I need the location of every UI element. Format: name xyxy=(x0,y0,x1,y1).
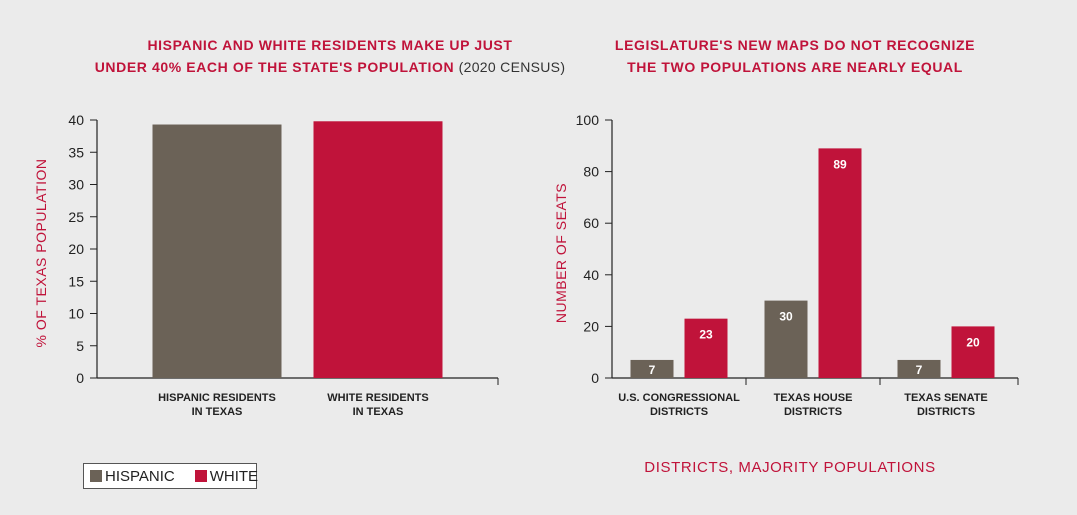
left-y-tick-label: 0 xyxy=(76,370,84,386)
left-title-line-2-bold: UNDER 40% EACH OF THE STATE'S POPULATION xyxy=(94,59,455,75)
right-data-label: 20 xyxy=(966,335,980,349)
right-y-tick-label: 0 xyxy=(591,370,599,386)
right-data-label: 23 xyxy=(699,328,713,342)
left-y-tick-label: 20 xyxy=(68,241,84,257)
right-data-label: 30 xyxy=(779,310,793,324)
right-title-line-1: LEGISLATURE'S NEW MAPS DO NOT RECOGNIZE xyxy=(614,37,976,53)
right-chart-xlabel: DISTRICTS, MAJORITY POPULATIONS xyxy=(644,459,936,476)
right-x-tick-label: DISTRICTS xyxy=(917,406,975,418)
right-x-tick-label: DISTRICTS xyxy=(784,406,842,418)
right-bar-white xyxy=(684,318,728,378)
left-y-tick-label: 5 xyxy=(76,338,84,354)
legend-item-white: WHITE xyxy=(194,467,259,485)
right-data-label: 7 xyxy=(916,363,923,377)
legend-label-hispanic: HISPANIC xyxy=(105,467,175,485)
legend: HISPANIC WHITE xyxy=(83,463,259,489)
right-x-tick-label: DISTRICTS xyxy=(650,406,708,418)
right-bar-white xyxy=(818,148,862,378)
right-x-tick-label: TEXAS SENATE xyxy=(904,392,988,404)
left-title-line-2: UNDER 40% EACH OF THE STATE'S POPULATION… xyxy=(60,56,600,78)
left-bar xyxy=(152,124,282,378)
right-x-tick-label: U.S. CONGRESSIONAL xyxy=(618,392,740,404)
right-data-label: 7 xyxy=(649,363,656,377)
left-chart-title: HISPANIC AND WHITE RESIDENTS MAKE UP JUS… xyxy=(60,34,600,78)
left-y-tick-label: 30 xyxy=(68,177,84,193)
left-y-tick-label: 10 xyxy=(68,306,84,322)
left-x-tick-label: IN TEXAS xyxy=(192,406,243,418)
legend-item-hispanic: HISPANIC xyxy=(90,468,175,485)
right-y-axis-label: NUMBER OF SEATS xyxy=(553,183,569,323)
left-y-tick-label: 25 xyxy=(68,209,84,225)
left-bar xyxy=(313,121,443,378)
left-title-note: (2020 CENSUS) xyxy=(458,59,566,75)
left-y-tick-label: 40 xyxy=(68,112,84,128)
right-bar-white xyxy=(951,326,995,378)
right-x-tick-label: TEXAS HOUSE xyxy=(774,392,853,404)
left-title-line-1: HISPANIC AND WHITE RESIDENTS MAKE UP JUS… xyxy=(147,37,513,53)
left-y-axis-label: % OF TEXAS POPULATION xyxy=(33,159,49,348)
right-bar-hispanic xyxy=(764,300,808,378)
left-x-tick-label: IN TEXAS xyxy=(353,406,404,418)
right-chart-title: LEGISLATURE'S NEW MAPS DO NOT RECOGNIZE … xyxy=(560,34,1030,78)
right-y-tick-label: 20 xyxy=(583,318,599,334)
right-title-line-2: THE TWO POPULATIONS ARE NEARLY EQUAL xyxy=(627,59,963,75)
right-y-tick-label: 60 xyxy=(583,215,599,231)
legend-swatch-white xyxy=(194,470,207,482)
right-y-tick-label: 40 xyxy=(583,267,599,283)
right-bar-hispanic xyxy=(630,359,674,378)
left-x-tick-label: HISPANIC RESIDENTS xyxy=(158,392,276,404)
right-y-tick-label: 100 xyxy=(576,112,600,128)
right-bar-hispanic xyxy=(897,359,941,378)
legend-swatch-hispanic xyxy=(90,470,102,482)
left-x-tick-label: WHITE RESIDENTS xyxy=(327,392,428,404)
right-data-label: 89 xyxy=(833,157,847,171)
left-y-tick-label: 15 xyxy=(68,273,84,289)
right-y-tick-label: 80 xyxy=(583,164,599,180)
legend-label-white: WHITE xyxy=(209,467,259,485)
left-y-tick-label: 35 xyxy=(68,144,84,160)
